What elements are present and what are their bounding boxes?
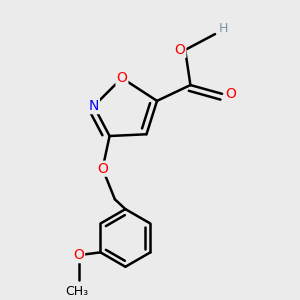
Text: O: O [116,71,127,85]
Text: O: O [73,248,84,262]
Text: H: H [219,22,229,35]
Text: N: N [88,99,99,113]
Text: O: O [225,87,236,101]
Text: O: O [174,43,185,57]
Text: O: O [97,162,108,176]
Text: CH₃: CH₃ [65,285,88,298]
